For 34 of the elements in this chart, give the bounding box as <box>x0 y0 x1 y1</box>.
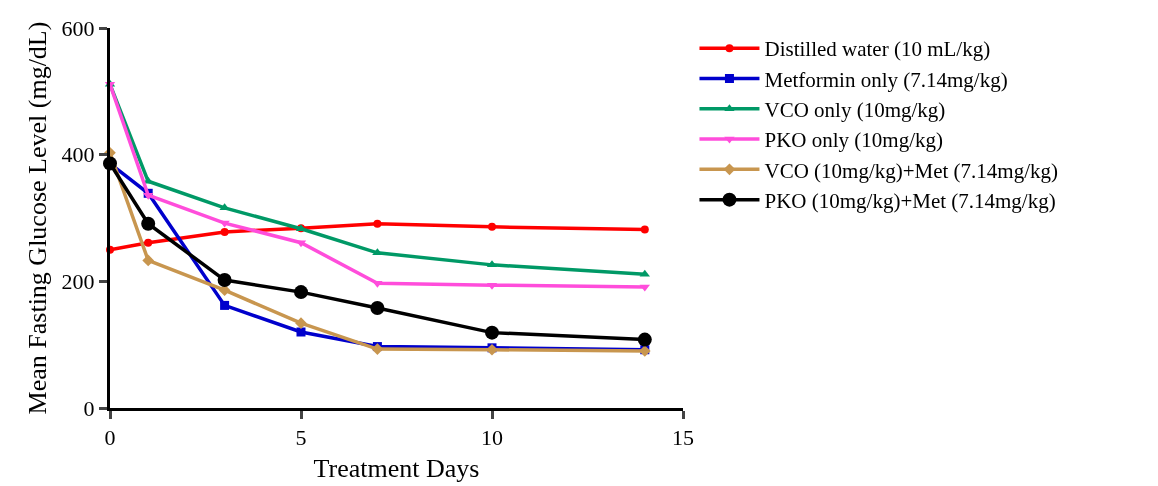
point <box>217 273 232 288</box>
point <box>220 300 230 310</box>
legend-label: PKO (10mg/kg)+Met (7.14mg/kg) <box>764 188 1056 213</box>
point <box>372 280 383 288</box>
point <box>294 285 308 300</box>
point <box>485 325 499 340</box>
point <box>144 238 153 247</box>
x-tick-label: 10 <box>481 425 503 451</box>
point <box>488 222 496 231</box>
y-axis-title: Mean Fasting Glucose Level (mg/dL) <box>23 21 52 415</box>
y-tick-label: 600 <box>61 15 95 41</box>
point <box>141 216 156 231</box>
point <box>142 254 155 267</box>
point <box>639 284 650 292</box>
y-tick-label: 0 <box>83 395 95 421</box>
legend-label: VCO (10mg/kg)+Met (7.14mg/kg) <box>764 158 1059 183</box>
y-tick-label: 200 <box>61 269 95 295</box>
x-axis-title: Treatment Days <box>313 454 480 484</box>
point <box>370 300 385 315</box>
x-tick-label: 5 <box>295 425 307 451</box>
point <box>143 192 154 200</box>
legend-label: PKO only (10mg/kg) <box>764 128 943 153</box>
x-tick-label: 0 <box>104 425 116 451</box>
point <box>637 332 652 347</box>
point <box>220 227 229 236</box>
point <box>639 269 650 277</box>
y-tick-label: 400 <box>61 142 95 168</box>
legend-label: VCO only (10mg/kg) <box>764 97 946 122</box>
legend-label: Metformin only (7.14mg/kg) <box>764 67 1008 92</box>
legend-label: Distilled water (10 mL/kg) <box>764 37 991 62</box>
point <box>296 327 306 337</box>
x-tick-label: 15 <box>672 425 694 451</box>
point <box>640 225 649 234</box>
point <box>373 219 382 228</box>
